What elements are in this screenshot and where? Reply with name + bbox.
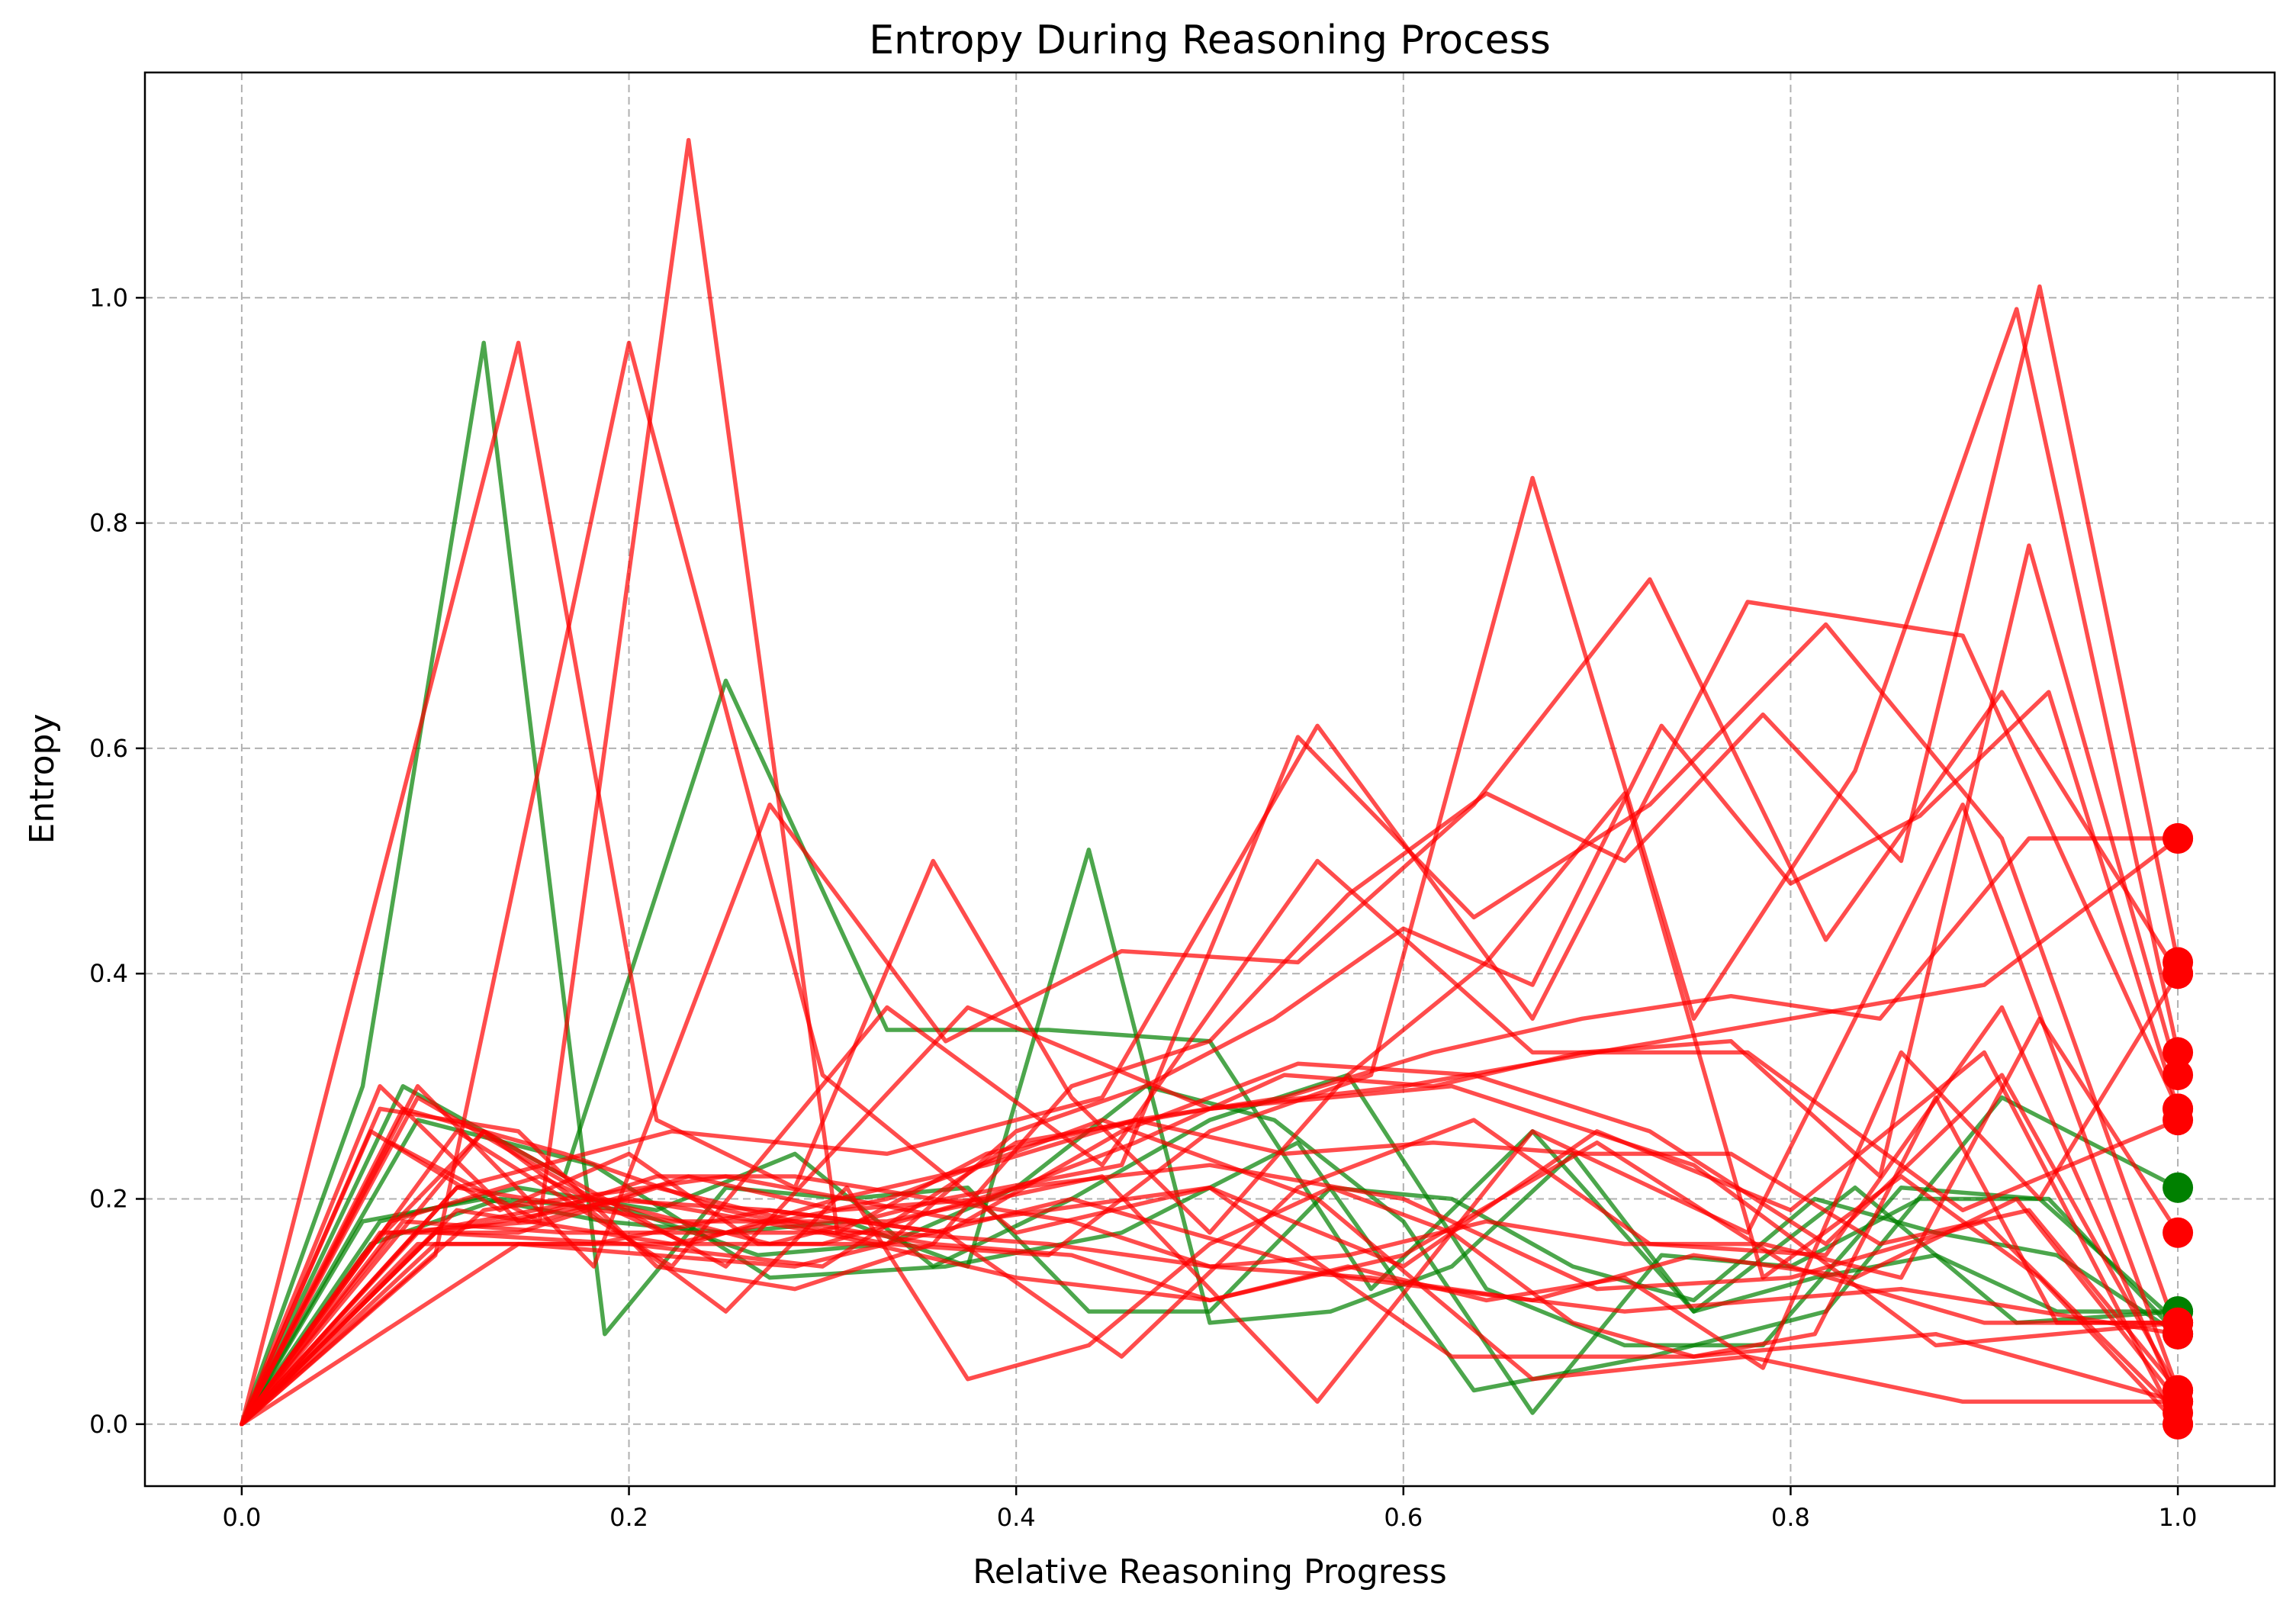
incorrect-series-line — [240, 971, 2180, 1427]
correct-endpoint-marker — [2163, 1172, 2194, 1203]
incorrect-series-line — [240, 577, 2180, 1427]
incorrect-series-line — [240, 1163, 2180, 1427]
x-tick-label: 0.6 — [1384, 1503, 1423, 1532]
x-tick-label: 0.8 — [1771, 1503, 1810, 1532]
incorrect-endpoint-marker — [2163, 1386, 2194, 1417]
series-lines — [240, 137, 2180, 1427]
y-tick-label: 0.8 — [89, 509, 128, 538]
incorrect-endpoint-marker — [2163, 823, 2194, 854]
incorrect-endpoint-marker — [2163, 958, 2194, 989]
incorrect-endpoint-marker — [2163, 1060, 2194, 1091]
y-tick-label: 0.0 — [89, 1410, 128, 1439]
chart-title: Entropy During Reasoning Process — [869, 18, 1551, 63]
incorrect-endpoint-marker — [2163, 1037, 2194, 1068]
x-tick-label: 1.0 — [2159, 1503, 2198, 1532]
incorrect-series-line — [240, 1196, 2180, 1427]
incorrect-series-line — [240, 284, 2180, 1427]
incorrect-series-line — [240, 1118, 2180, 1427]
y-tick-label: 0.4 — [89, 959, 128, 988]
x-axis-ticks: 0.0 0.2 0.4 0.6 0.8 1.0 — [222, 1486, 2198, 1532]
incorrect-series-line — [240, 137, 2180, 1427]
incorrect-series-line — [240, 1061, 2180, 1427]
x-tick-label: 0.4 — [997, 1503, 1036, 1532]
incorrect-series-line — [240, 1174, 2180, 1427]
incorrect-endpoint-marker — [2163, 1217, 2194, 1248]
incorrect-endpoint-marker — [2163, 1307, 2194, 1338]
incorrect-series-line — [240, 307, 2180, 1427]
y-axis-ticks: 0.0 0.2 0.4 0.6 0.8 1.0 — [89, 283, 145, 1439]
x-tick-label: 0.2 — [609, 1503, 648, 1532]
y-tick-label: 1.0 — [89, 283, 128, 312]
correct-series-line — [240, 1073, 2180, 1427]
incorrect-endpoint-marker — [2163, 1093, 2194, 1125]
x-tick-label: 0.0 — [222, 1503, 261, 1532]
y-axis-label: Entropy — [23, 714, 62, 845]
incorrect-series-line — [240, 600, 2180, 1427]
incorrect-series-line — [240, 1095, 2180, 1427]
incorrect-series-line — [240, 690, 2180, 1427]
y-tick-label: 0.2 — [89, 1184, 128, 1213]
plot-frame — [143, 71, 2276, 1488]
incorrect-series-line — [240, 802, 2180, 1427]
endpoint-markers — [2163, 823, 2194, 1440]
y-tick-label: 0.6 — [89, 734, 128, 763]
incorrect-series-line — [240, 1196, 2180, 1427]
x-axis-label: Relative Reasoning Progress — [973, 1552, 1447, 1591]
